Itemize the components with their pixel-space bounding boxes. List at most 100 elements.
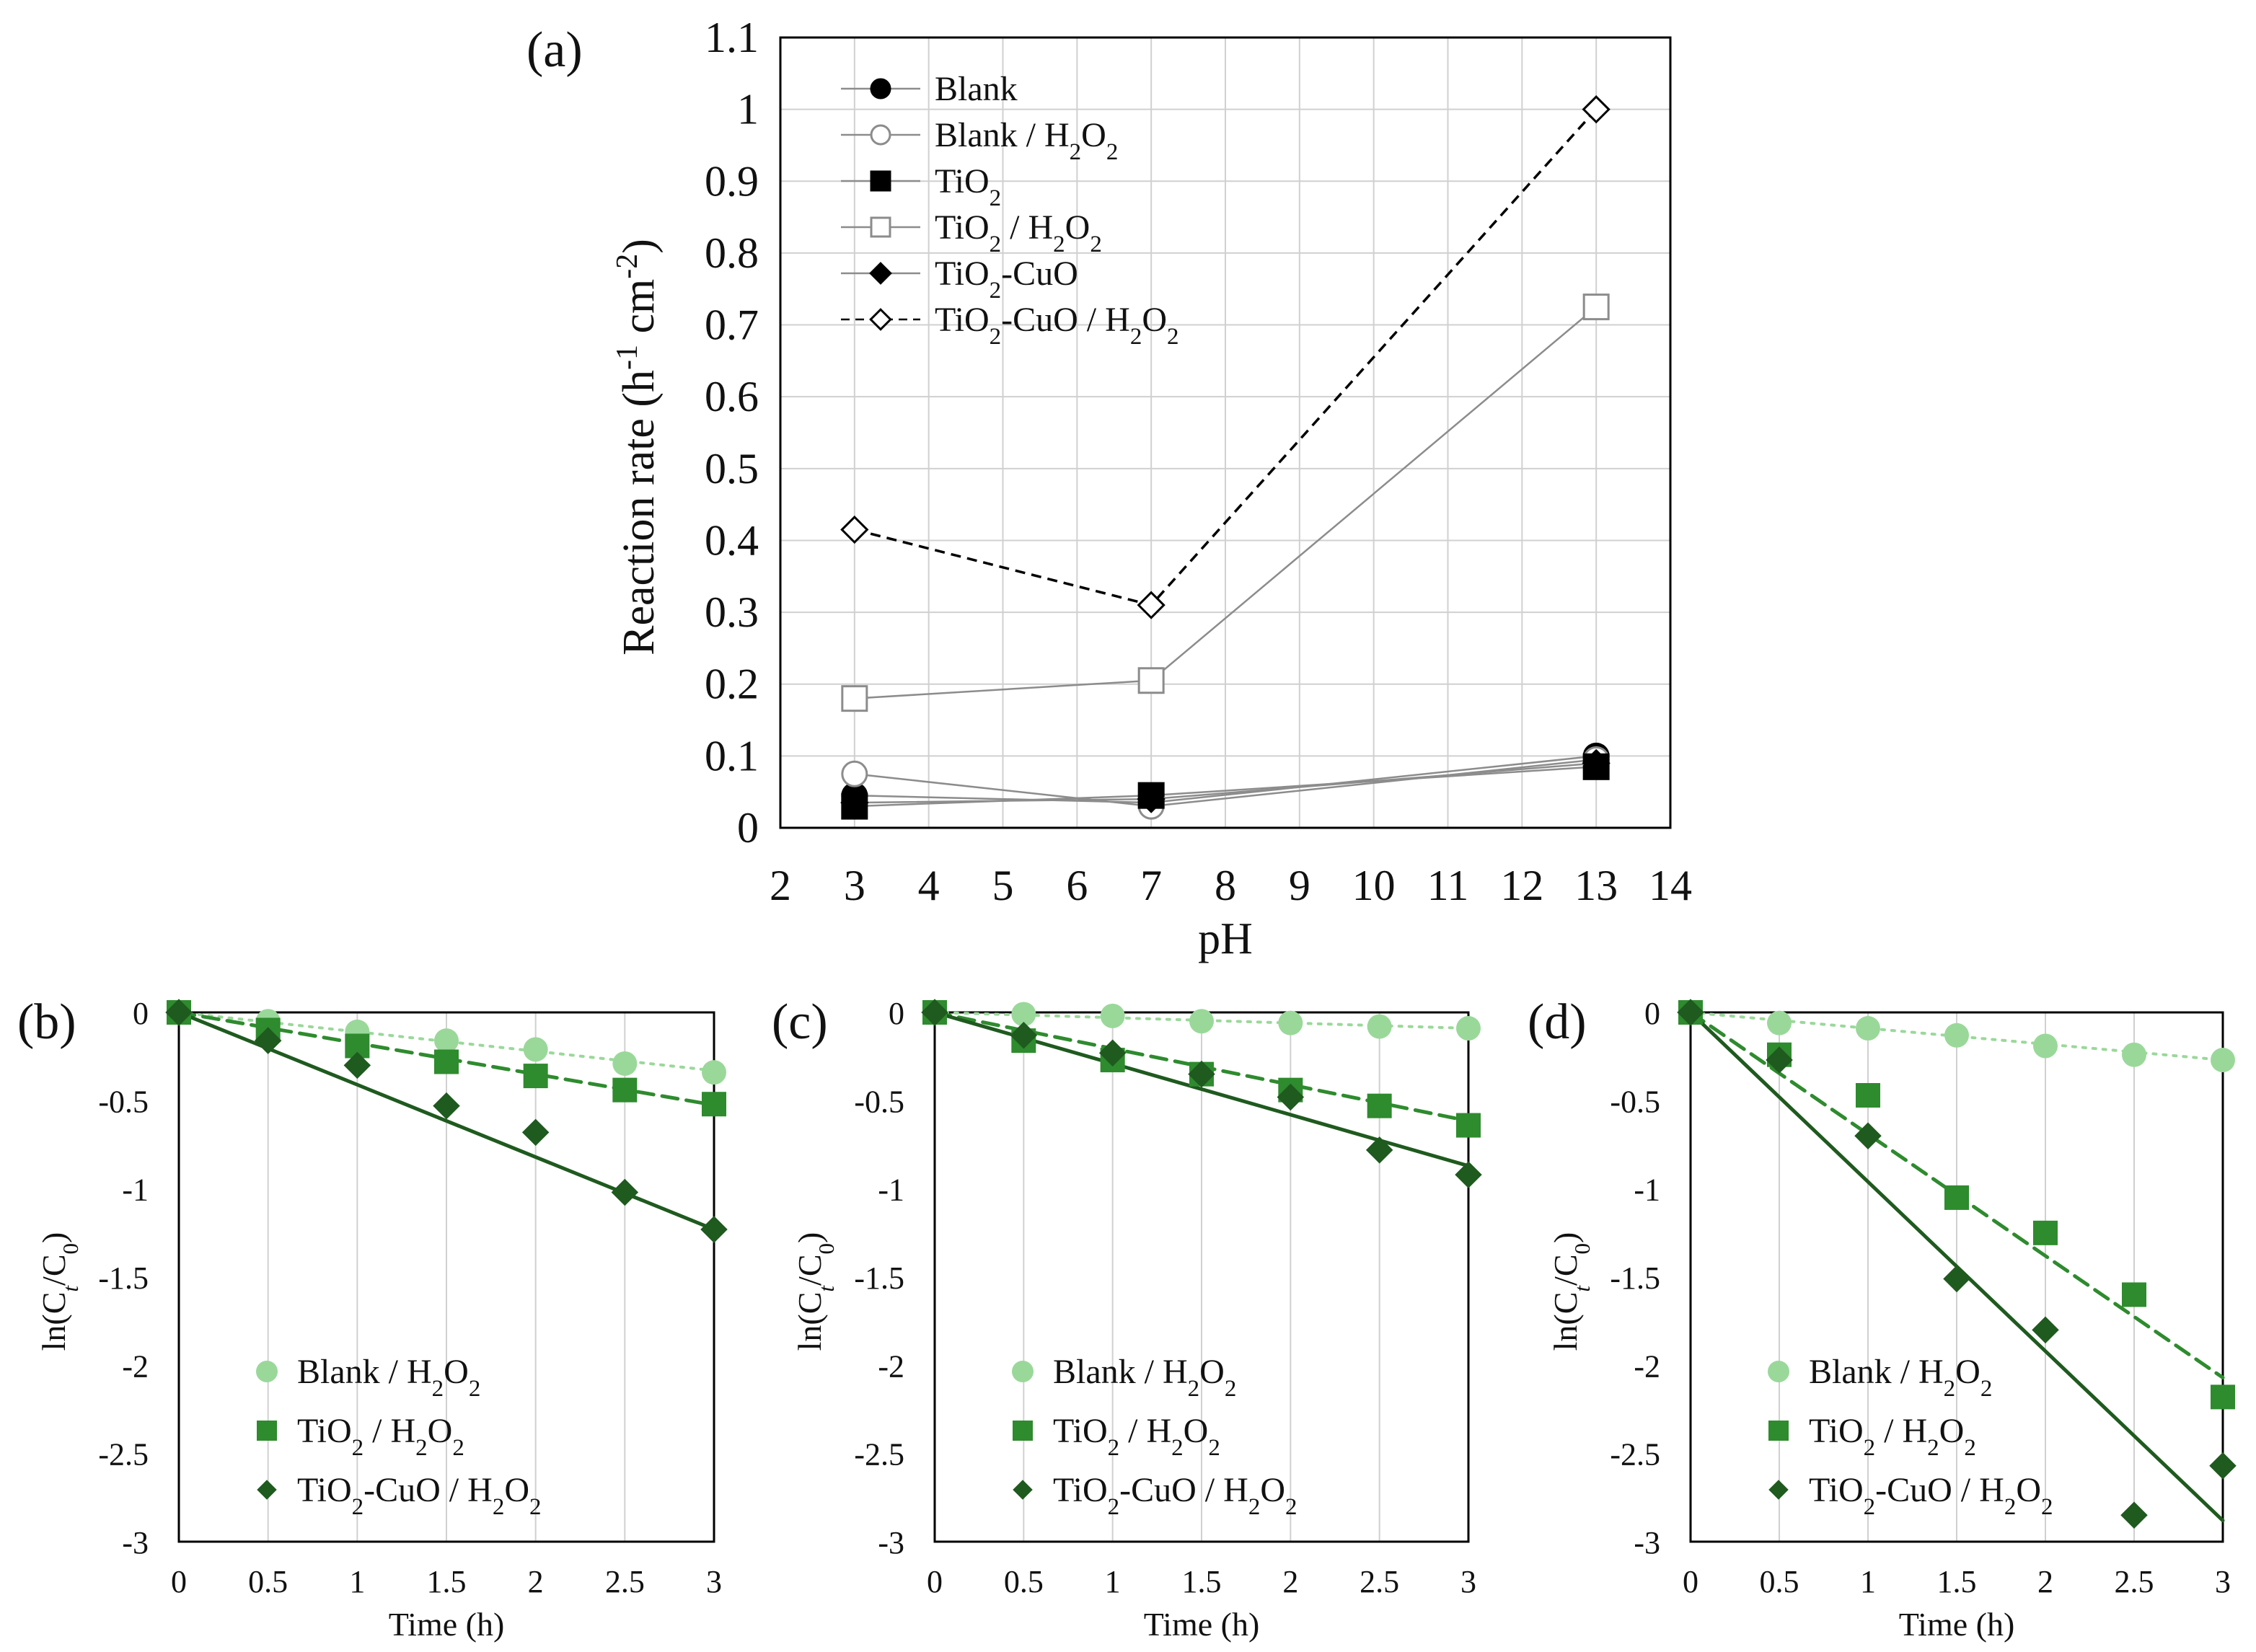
panel-c-y-axis-title: ln(Ct/C0) bbox=[791, 1232, 839, 1351]
panel-d-frame bbox=[1689, 1011, 2224, 1543]
panel-b-y-tick-label: -2 bbox=[122, 1348, 149, 1384]
panel-d-data-point-tio2-h2o2 bbox=[2033, 1220, 2058, 1245]
panel-a-data-point-tio2-h2o2 bbox=[1137, 667, 1165, 694]
panel-c-legend-label: TiO2 / H2O2 bbox=[1053, 1412, 1220, 1461]
panel-a-y-tick-label: 1.1 bbox=[705, 14, 759, 61]
panel-b-data-point-blank-h2o2 bbox=[702, 1060, 726, 1085]
panel-d-legend-label: Blank / H2O2 bbox=[1809, 1353, 1992, 1402]
panel-a-y-tick-label: 0.6 bbox=[705, 373, 759, 420]
panel-a-x-tick-label: 8 bbox=[1215, 862, 1236, 909]
panel-d-x-tick-label: 2 bbox=[2037, 1564, 2053, 1599]
panel-c-x-tick-label: 1 bbox=[1105, 1564, 1121, 1599]
panel-b-x-tick-label: 1.5 bbox=[427, 1564, 467, 1599]
panel-a-legend-marker bbox=[870, 170, 891, 192]
panel-b-frame bbox=[177, 1011, 715, 1543]
panel-b-y-tick-label: 0 bbox=[133, 996, 149, 1031]
panel-a-x-tick-label: 14 bbox=[1649, 862, 1692, 909]
panel-c-legend-label: TiO2-CuO / H2O2 bbox=[1053, 1471, 1297, 1520]
panel-c-data-point-tio2-cuo-h2o2 bbox=[1455, 1161, 1482, 1188]
panel-a-legend-marker bbox=[869, 262, 892, 285]
panel-a: 0 0.1 0.2 0.3 0.4 0.5 0.6 0.7 0.8 0.9 1 1.1 2 3 4 5 6 7 8 9… bbox=[526, 14, 1692, 963]
panel-d-y-tick-label: -1.5 bbox=[1610, 1260, 1660, 1296]
panel-a-data-point-tio2-cuo bbox=[1137, 785, 1166, 813]
panel-c-legend-label: Blank / H2O2 bbox=[1053, 1353, 1236, 1402]
panel-c-y-tick-label: -1 bbox=[878, 1172, 904, 1208]
panel-a-x-axis-title: pH bbox=[1198, 914, 1253, 963]
panel-d-x-axis-title: Time (h) bbox=[1899, 1606, 2015, 1643]
panel-c-data-point-tio2-cuo-h2o2 bbox=[1365, 1136, 1393, 1164]
panel-b-legend-label: TiO2-CuO / H2O2 bbox=[297, 1471, 541, 1520]
panel-d-data-point-tio2-cuo-h2o2 bbox=[1854, 1122, 1882, 1150]
panel-a-y-tick-label: 1 bbox=[737, 86, 759, 133]
panel-a-data-point-tio2-cuo-h2o2 bbox=[1582, 95, 1611, 124]
panel-b-legend-label: TiO2 / H2O2 bbox=[297, 1412, 464, 1461]
panel-d-data-point-tio2-cuo-h2o2 bbox=[1766, 1046, 1793, 1074]
panel-a-legend-label: TiO2 / H2O2 bbox=[935, 208, 1102, 257]
panel-a-data-point-tio2-cuo-h2o2 bbox=[840, 515, 869, 544]
panel-a-x-tick-label: 2 bbox=[770, 862, 791, 909]
panel-c-x-axis-title: Time (h) bbox=[1144, 1606, 1260, 1643]
panel-d-data-point-tio2-cuo-h2o2 bbox=[1677, 999, 1704, 1026]
panel-a-legend-label: TiO2-CuO / H2O2 bbox=[935, 301, 1178, 350]
panel-a-data-point-tio2-cuo bbox=[1582, 748, 1611, 777]
panel-c-data-point-blank-h2o2 bbox=[1278, 1010, 1303, 1035]
panel-b-data-point-tio2-cuo-h2o2 bbox=[700, 1216, 728, 1243]
panel-d-data-point-tio2-h2o2 bbox=[1856, 1082, 1880, 1108]
panel-d-x-tick-label: 1 bbox=[1860, 1564, 1876, 1599]
panel-d-label: (d) bbox=[1528, 994, 1587, 1050]
panel-a-x-tick-label: 6 bbox=[1066, 862, 1088, 909]
panel-a-legend-label: Blank bbox=[935, 70, 1018, 108]
panel-d-data-point-blank-h2o2 bbox=[2033, 1033, 2058, 1059]
panel-b-data-point-tio2-h2o2 bbox=[434, 1049, 459, 1074]
panel-d-data-point-tio2-cuo-h2o2 bbox=[2120, 1501, 2148, 1529]
panel-c: 0 0.5 1 1.5 2 2.5 3 0 -0.5 -1 -1.5 -2 -2.5 -3 (c) Time … bbox=[772, 994, 1482, 1643]
panel-b-y-axis-title: ln(Ct/C0) bbox=[35, 1232, 83, 1351]
panel-a-legend-label: TiO2 bbox=[935, 162, 1001, 211]
panel-d-y-tick-label: -2 bbox=[1634, 1348, 1660, 1384]
panel-b-data-point-tio2-cuo-h2o2 bbox=[165, 999, 193, 1026]
panel-c-data-point-blank-h2o2 bbox=[1456, 1016, 1481, 1041]
panel-a-y-tick-label: 0.2 bbox=[705, 661, 759, 708]
panel-a-legend-marker bbox=[870, 78, 891, 100]
panel-d-x-tick-label: 0.5 bbox=[1760, 1564, 1799, 1599]
panel-b-data-point-blank-h2o2 bbox=[434, 1028, 459, 1054]
panel-a-y-tick-label: 0.3 bbox=[705, 588, 759, 636]
panel-d-data-point-blank-h2o2 bbox=[1767, 1010, 1792, 1035]
panel-c-y-tick-label: -2.5 bbox=[854, 1437, 904, 1472]
panel-b-data-point-tio2-cuo-h2o2 bbox=[611, 1178, 639, 1206]
panel-d-legend-marker bbox=[1768, 1421, 1789, 1441]
panel-a-x-tick-label: 7 bbox=[1140, 862, 1162, 909]
panel-d-x-tick-label: 1.5 bbox=[1937, 1564, 1977, 1599]
panel-d-y-tick-label: 0 bbox=[1644, 996, 1660, 1031]
panel-b: 0 0.5 1 1.5 2 2.5 3 0 -0.5 -1 -1.5 -2 -2.5 -3 (b) Time … bbox=[17, 994, 728, 1643]
panel-b-legend-marker bbox=[256, 1361, 278, 1382]
panel-a-data-point-tio2-h2o2 bbox=[1582, 293, 1610, 321]
panel-d-legend-label: TiO2 / H2O2 bbox=[1809, 1412, 1976, 1461]
panel-a-y-tick-label: 0.9 bbox=[705, 157, 759, 205]
panel-d-y-tick-label: -0.5 bbox=[1610, 1084, 1660, 1119]
panel-d-data-point-tio2-cuo-h2o2 bbox=[1943, 1265, 1970, 1293]
panel-d-data-point-tio2-h2o2 bbox=[1944, 1185, 1969, 1210]
panel-d-legend-marker bbox=[1768, 1480, 1789, 1500]
panel-c-y-tick-label: -1.5 bbox=[854, 1260, 904, 1296]
panel-d-y-axis-title: ln(Ct/C0) bbox=[1547, 1232, 1595, 1351]
panel-b-x-tick-label: 0.5 bbox=[248, 1564, 288, 1599]
panel-a-x-tick-label: 12 bbox=[1500, 862, 1543, 909]
panel-b-y-tick-label: -1.5 bbox=[98, 1260, 149, 1296]
panel-b-data-point-tio2-cuo-h2o2 bbox=[521, 1118, 550, 1147]
panel-d-y-tick-label: -2.5 bbox=[1610, 1437, 1660, 1472]
panel-c-data-point-blank-h2o2 bbox=[1189, 1009, 1214, 1034]
panel-a-data-point-tio2-cuo bbox=[840, 788, 869, 817]
panel-c-y-tick-label: 0 bbox=[889, 996, 904, 1031]
panel-b-x-tick-label: 0 bbox=[171, 1564, 187, 1599]
panel-b-data-point-tio2-h2o2 bbox=[612, 1077, 638, 1103]
panel-d-data-point-tio2-cuo-h2o2 bbox=[2032, 1316, 2059, 1344]
panel-c-data-point-tio2-h2o2 bbox=[1456, 1113, 1481, 1138]
panel-c-x-tick-label: 2 bbox=[1282, 1564, 1298, 1599]
panel-d-data-point-blank-h2o2 bbox=[2122, 1042, 2146, 1067]
panel-d-x-tick-label: 2.5 bbox=[2115, 1564, 2154, 1599]
panel-b-legend-marker bbox=[257, 1421, 277, 1441]
panel-a-y-tick-label: 0.5 bbox=[705, 445, 759, 492]
panel-c-data-point-tio2-cuo-h2o2 bbox=[1098, 1039, 1127, 1067]
